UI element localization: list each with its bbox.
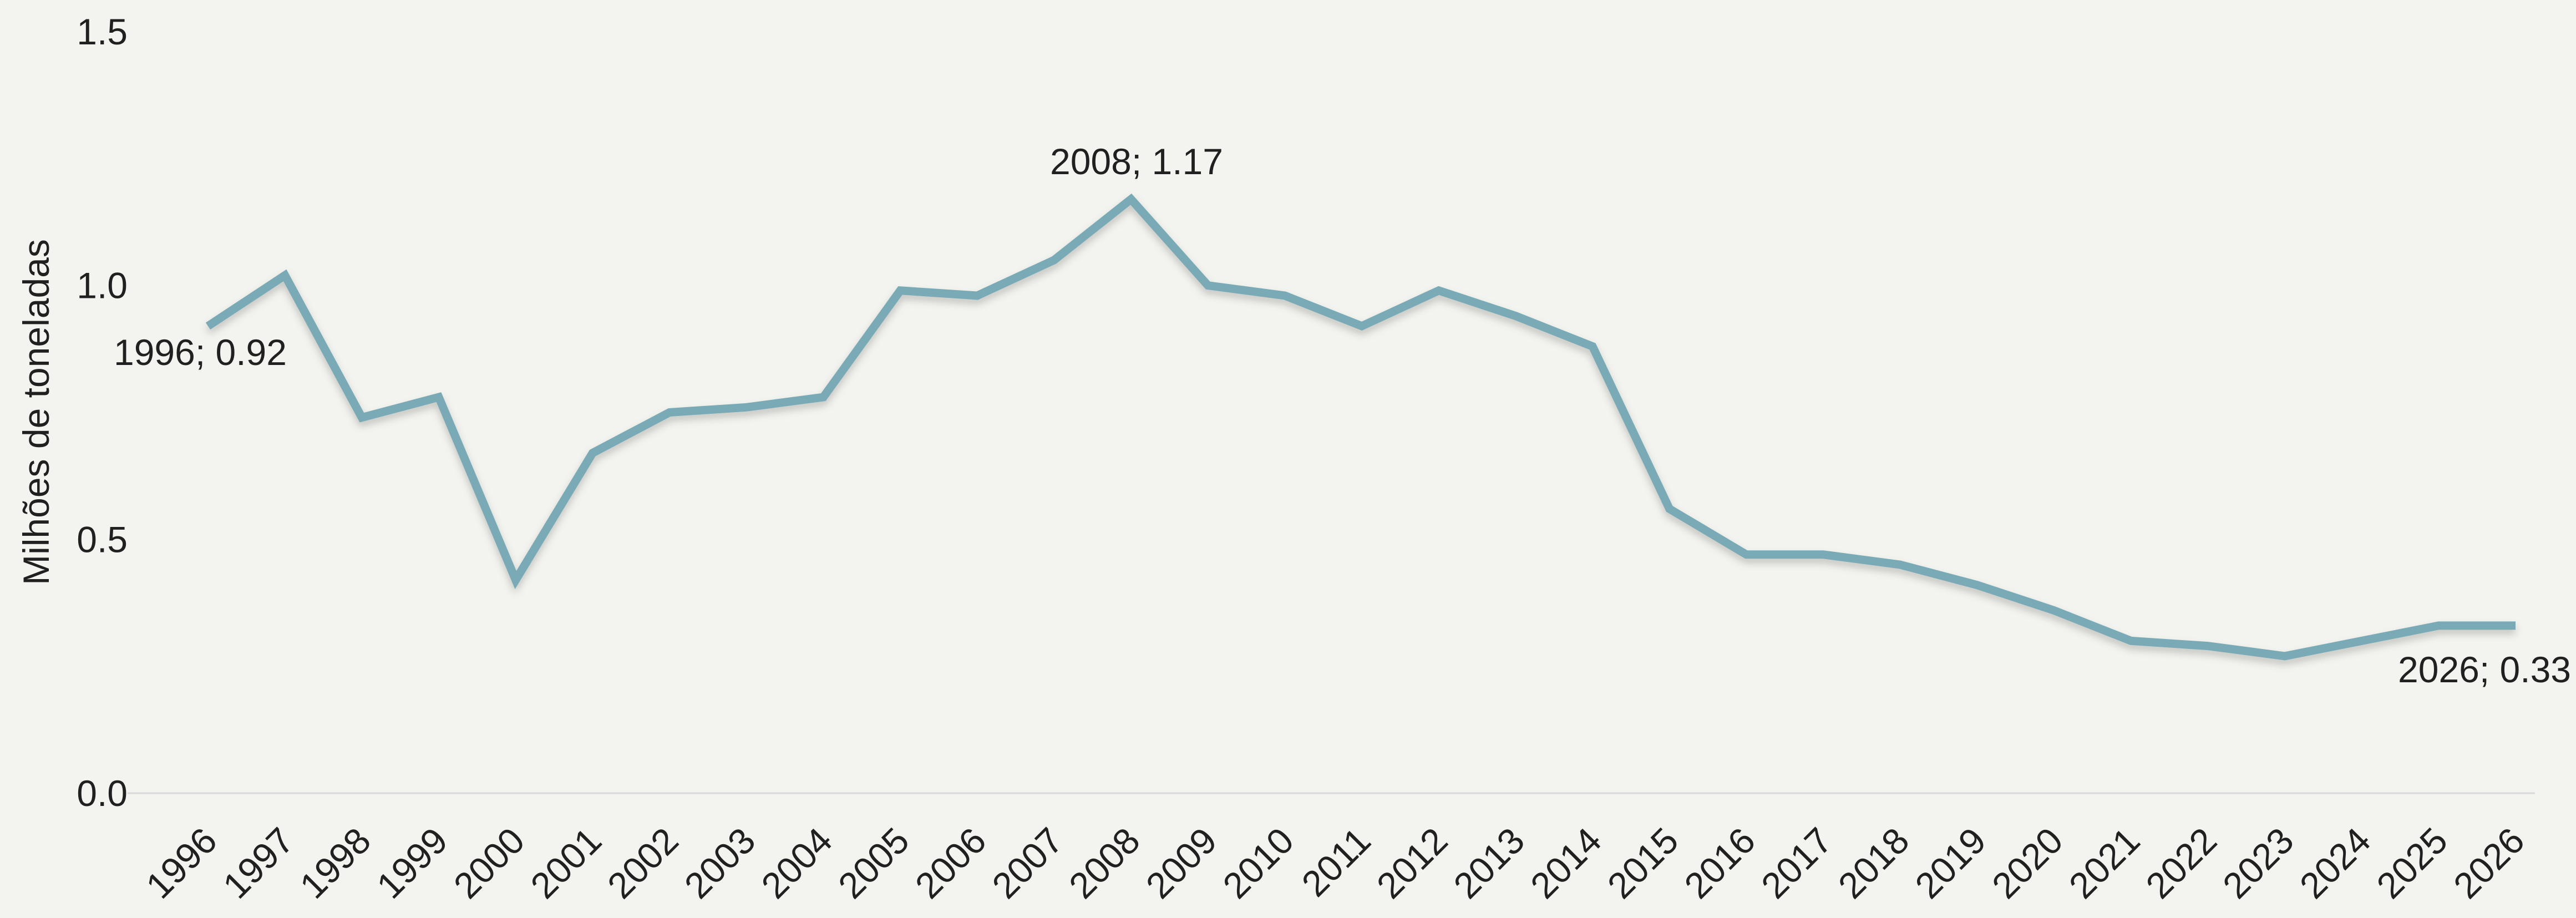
x-tick-label: 2000	[445, 820, 532, 906]
x-axis: 1996199719981999200020012002200320042005…	[138, 820, 2532, 906]
x-tick-label: 2009	[1138, 820, 1224, 906]
data-label: 2026; 0.33	[2398, 649, 2571, 690]
x-tick-label: 2021	[2061, 820, 2147, 906]
x-tick-label: 2010	[1215, 820, 1301, 906]
x-tick-label: 1997	[215, 820, 301, 906]
x-tick-label: 2012	[1368, 820, 1455, 906]
series-line	[205, 193, 2516, 661]
y-axis-title: Milhões de toneladas	[16, 239, 57, 585]
y-tick-label: 0.0	[77, 773, 128, 814]
x-tick-label: 2003	[676, 820, 763, 906]
x-tick-label: 2026	[2446, 820, 2532, 906]
x-tick-label: 2005	[830, 820, 917, 906]
x-tick-label: 2011	[1294, 820, 1378, 905]
x-tick-label: 2004	[753, 820, 840, 906]
x-tick-label: 2025	[2369, 820, 2455, 906]
x-tick-label: 2001	[523, 820, 609, 906]
x-tick-label: 2008	[1061, 820, 1148, 906]
x-tick-label: 2018	[1830, 820, 1916, 906]
y-tick-label: 0.5	[77, 519, 128, 560]
x-tick-label: 1996	[138, 820, 225, 906]
x-tick-label: 1998	[292, 820, 378, 906]
x-tick-label: 2006	[907, 820, 993, 906]
x-tick-label: 2017	[1753, 820, 1840, 906]
x-tick-label: 2014	[1523, 820, 1609, 906]
y-tick-label: 1.5	[77, 11, 128, 52]
data-label: 1996; 0.92	[114, 332, 287, 373]
x-tick-label: 2020	[1984, 820, 2071, 906]
x-tick-label: 2019	[1907, 820, 1994, 906]
data-labels: 1996; 0.92 2008; 1.17 2026; 0.33	[114, 141, 2571, 690]
x-tick-label: 2007	[984, 820, 1071, 906]
y-axis: 0.0 0.5 1.0 1.5	[77, 11, 128, 814]
x-tick-label: 2013	[1446, 820, 1532, 906]
x-tick-label: 2022	[2138, 820, 2224, 906]
x-tick-label: 2002	[600, 820, 686, 906]
x-tick-label: 2024	[2291, 820, 2378, 906]
x-tick-label: 1999	[369, 820, 455, 906]
x-tick-label: 2016	[1676, 820, 1763, 906]
x-tick-label: 2015	[1599, 820, 1686, 906]
y-tick-label: 1.0	[77, 265, 128, 306]
x-tick-label: 2023	[2215, 820, 2301, 906]
data-label: 2008; 1.17	[1050, 141, 1223, 182]
